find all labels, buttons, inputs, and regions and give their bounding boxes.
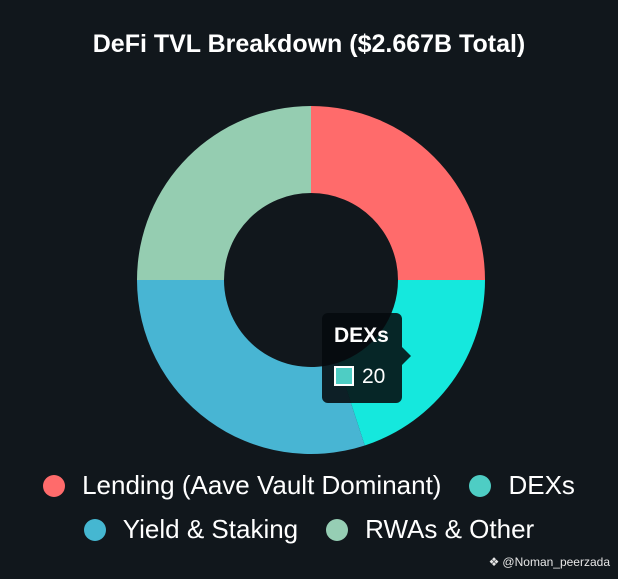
legend-swatch [43, 474, 66, 497]
watermark: ❖ @Noman_peerzada [489, 555, 610, 569]
legend-item-3[interactable]: RWAs & Other [326, 514, 534, 545]
tooltip-arrow [402, 347, 411, 365]
donut-slice-1[interactable] [337, 280, 485, 446]
tooltip-color-swatch [334, 366, 354, 386]
legend-item-0[interactable]: Lending (Aave Vault Dominant) [43, 470, 441, 501]
legend-label: Lending (Aave Vault Dominant) [82, 470, 442, 500]
donut-slice-0[interactable] [311, 106, 485, 280]
binance-icon: ❖ [488, 555, 500, 569]
legend-item-2[interactable]: Yield & Staking [83, 514, 299, 545]
tooltip-value: 20 [362, 365, 386, 388]
watermark-text: @Noman_peerzada [502, 555, 610, 569]
tooltip-title: DEXs [334, 324, 389, 347]
donut-chart [137, 106, 485, 454]
chart-legend: Lending (Aave Vault Dominant) DEXs Yield &… [0, 470, 618, 545]
chart-tooltip: DEXs 20 [322, 313, 402, 403]
legend-swatch [469, 474, 492, 497]
legend-label: DEXs [508, 470, 575, 500]
donut-slice-3[interactable] [137, 106, 311, 280]
legend-label: RWAs & Other [365, 514, 535, 544]
legend-item-1[interactable]: DEXs [469, 470, 575, 501]
legend-swatch [326, 518, 349, 541]
legend-label: Yield & Staking [122, 514, 299, 544]
donut-slice-2[interactable] [137, 280, 365, 454]
legend-swatch [83, 518, 106, 541]
chart-title: DeFi TVL Breakdown ($2.667B Total) [92, 30, 526, 58]
